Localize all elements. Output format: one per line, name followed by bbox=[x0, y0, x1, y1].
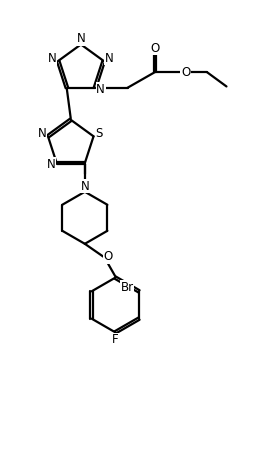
Text: N: N bbox=[105, 52, 114, 65]
Text: N: N bbox=[47, 158, 55, 171]
Text: O: O bbox=[150, 42, 160, 55]
Text: Br: Br bbox=[121, 281, 134, 294]
Text: O: O bbox=[104, 251, 113, 263]
Text: F: F bbox=[112, 333, 119, 346]
Text: N: N bbox=[77, 32, 85, 45]
Text: N: N bbox=[38, 127, 47, 140]
Text: N: N bbox=[96, 83, 105, 95]
Text: S: S bbox=[95, 127, 103, 140]
Text: N: N bbox=[48, 52, 57, 65]
Text: N: N bbox=[80, 180, 89, 193]
Text: O: O bbox=[181, 66, 190, 78]
